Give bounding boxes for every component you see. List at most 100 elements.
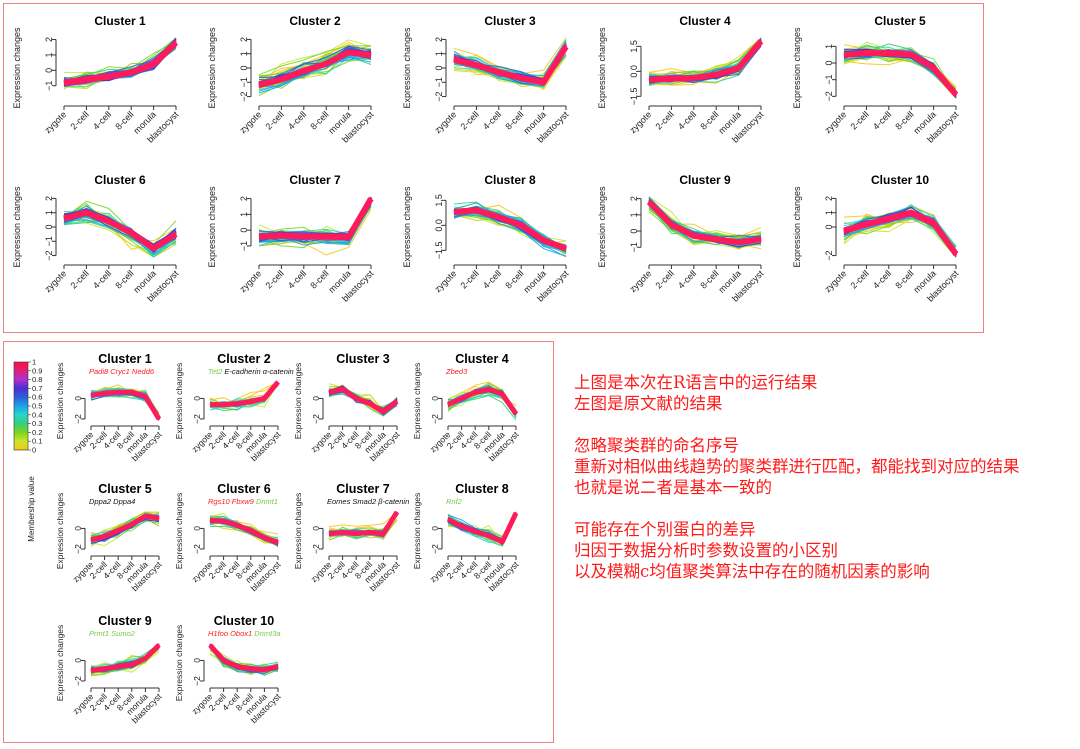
y-tick-label: −2 (430, 414, 440, 424)
cluster-title: Cluster 3 (484, 14, 536, 28)
cluster-plot: Cluster 3 −2 −1 0 1 2 Expression changes zygote… (400, 8, 590, 168)
annotation-text: 上图是本次在R语言中的运行结果 左图是原文献的结果 忽略聚类群的命名序号 重新对… (574, 372, 1079, 582)
y-tick-label: −2 (192, 544, 202, 554)
y-axis-label: Expression changes (55, 493, 65, 570)
expression-lines (209, 512, 279, 548)
colorbar-tick: 0.8 (32, 375, 42, 384)
cluster-plot: Cluster 1 −1 0 1 2 Expression changes zygote 2-… (10, 8, 200, 168)
expression-lines (63, 37, 179, 90)
cluster-plot: Cluster 7 Eomes Smad2 β-catenin −2 0 Express… (292, 476, 410, 609)
x-tick-label: zygote (628, 268, 654, 294)
y-tick-label: −2 (192, 676, 202, 686)
colorbar-tick: 0.4 (32, 410, 42, 419)
x-tick-label: 4-cell (676, 268, 698, 290)
y-tick-label: 1 (239, 51, 249, 56)
y-axis-label: Expression changes (55, 363, 65, 440)
note-paragraph: 可能存在个别蛋白的差异 归因于数据分析时参数设置的小区别 以及模糊c均值聚类算法… (574, 519, 1079, 582)
cluster-title: Cluster 10 (214, 614, 274, 628)
y-tick-label: 2 (44, 196, 54, 201)
cluster-plot: Cluster 9 −1 0 1 2 Expression changes zygote 2-… (595, 167, 785, 327)
y-axis-label: Expression changes (412, 493, 422, 570)
expression-lines (208, 643, 279, 677)
gene-labels: Zbed3 (445, 367, 468, 376)
cluster-title: Cluster 1 (98, 352, 152, 366)
cluster-title: Cluster 8 (455, 482, 509, 496)
expression-lines (453, 37, 569, 91)
note-line: 归因于数据分析时参数设置的小区别 (574, 541, 838, 560)
colorbar-tick: 0.9 (32, 366, 42, 375)
y-axis-label: Expression changes (174, 625, 184, 702)
gene-labels: Rnf2 (446, 497, 463, 506)
y-axis-label: Expression changes (792, 186, 802, 268)
y-tick-label: 0.0 (434, 219, 444, 232)
cluster-title: Cluster 10 (871, 173, 929, 187)
y-tick-label: −2 (430, 544, 440, 554)
y-tick-label: 1 (824, 210, 834, 215)
y-tick-label: 1.5 (629, 40, 639, 53)
colorbar-tick: 0.6 (32, 393, 42, 402)
expression-lines (90, 384, 162, 421)
cluster-title: Cluster 9 (98, 614, 152, 628)
cluster-plot: Cluster 4 −1.5 0.0 1.5 Expression changes zyg… (595, 8, 785, 168)
cluster-plot: Cluster 10 −2 0 1 2 Expression changes zygote 2… (790, 167, 980, 327)
y-tick-label: 0 (824, 60, 834, 65)
note-line: 可能存在个别蛋白的差异 (574, 520, 756, 539)
colorbar-tick: 1 (32, 358, 36, 367)
y-tick-label: −2 (73, 676, 83, 686)
cluster-plot: Cluster 1 Padi8 Cryc1 Nedd6 −2 0 Expression … (54, 346, 172, 479)
colorbar-tick: 0.2 (32, 428, 42, 437)
y-axis-label: Expression changes (12, 27, 22, 109)
cluster-title: Cluster 8 (484, 173, 536, 187)
y-tick-label: 0 (73, 526, 83, 531)
colorbar-tick: 0.3 (32, 419, 42, 428)
cluster-title: Cluster 7 (289, 173, 341, 187)
membership-colorbar: 0 0.1 0.2 0.3 0.4 0.5 0.6 0.7 0.8 0.9 1 Membership … (12, 354, 56, 579)
y-tick-label: −2 (192, 414, 202, 424)
expression-lines (258, 39, 372, 96)
expression-lines (328, 383, 399, 417)
colorbar-title: Membership value (27, 476, 36, 542)
y-tick-label: −2 (73, 544, 83, 554)
r-results-panel: Cluster 1 −1 0 1 2 Expression changes zygote 2-… (3, 3, 984, 333)
y-axis-label: Expression changes (293, 363, 303, 440)
note-line: 重新对相似曲线趋势的聚类群进行匹配，都能找到对应的结果 (574, 457, 1020, 476)
x-tick-label: zygote (823, 268, 849, 294)
y-tick-label: 0 (192, 526, 202, 531)
cluster-title: Cluster 4 (679, 14, 731, 28)
expression-lines (453, 201, 568, 258)
cluster-plot: Cluster 8 Rnf2 −2 0 Expression changes zygote… (411, 476, 529, 609)
y-tick-label: 0 (239, 65, 249, 70)
y-tick-label: −2 (824, 250, 834, 260)
cluster-title: Cluster 9 (679, 173, 731, 187)
y-tick-label: 2 (434, 37, 444, 42)
x-tick-label: 2-cell (69, 109, 91, 131)
y-tick-label: −2 (311, 544, 321, 554)
expression-lines (648, 37, 764, 87)
y-tick-label: −2 (73, 414, 83, 424)
x-tick-label: 2-cell (69, 268, 91, 290)
y-tick-label: 1 (44, 210, 54, 215)
y-tick-label: 0 (430, 526, 440, 531)
colorbar-tick: 0.7 (32, 384, 42, 393)
y-tick-label: 0 (311, 526, 321, 531)
cluster-plot: Cluster 6 −2 −1 0 1 2 Expression changes zygote… (10, 167, 200, 327)
y-tick-label: 0 (629, 229, 639, 234)
x-tick-label: zygote (238, 268, 264, 294)
expression-lines (446, 381, 519, 421)
x-tick-label: zygote (628, 109, 654, 135)
cluster-title: Cluster 2 (289, 14, 341, 28)
x-tick-label: 2-cell (459, 109, 481, 131)
y-tick-label: 0 (430, 396, 440, 401)
note-line: 也就是说二者是基本一致的 (574, 478, 772, 497)
cluster-title: Cluster 4 (455, 352, 509, 366)
y-tick-label: −1 (239, 77, 249, 87)
y-axis-label: Expression changes (207, 186, 217, 268)
y-tick-label: 0 (44, 68, 54, 73)
x-tick-label: 4-cell (286, 109, 308, 131)
x-tick-label: 2-cell (654, 268, 676, 290)
cluster-plot: Cluster 2 −2 −1 0 1 2 Expression changes zygote… (205, 8, 395, 168)
y-tick-label: −1 (629, 242, 639, 252)
y-tick-label: −1 (44, 81, 54, 91)
x-tick-label: zygote (238, 109, 264, 135)
x-tick-label: 2-cell (264, 268, 286, 290)
